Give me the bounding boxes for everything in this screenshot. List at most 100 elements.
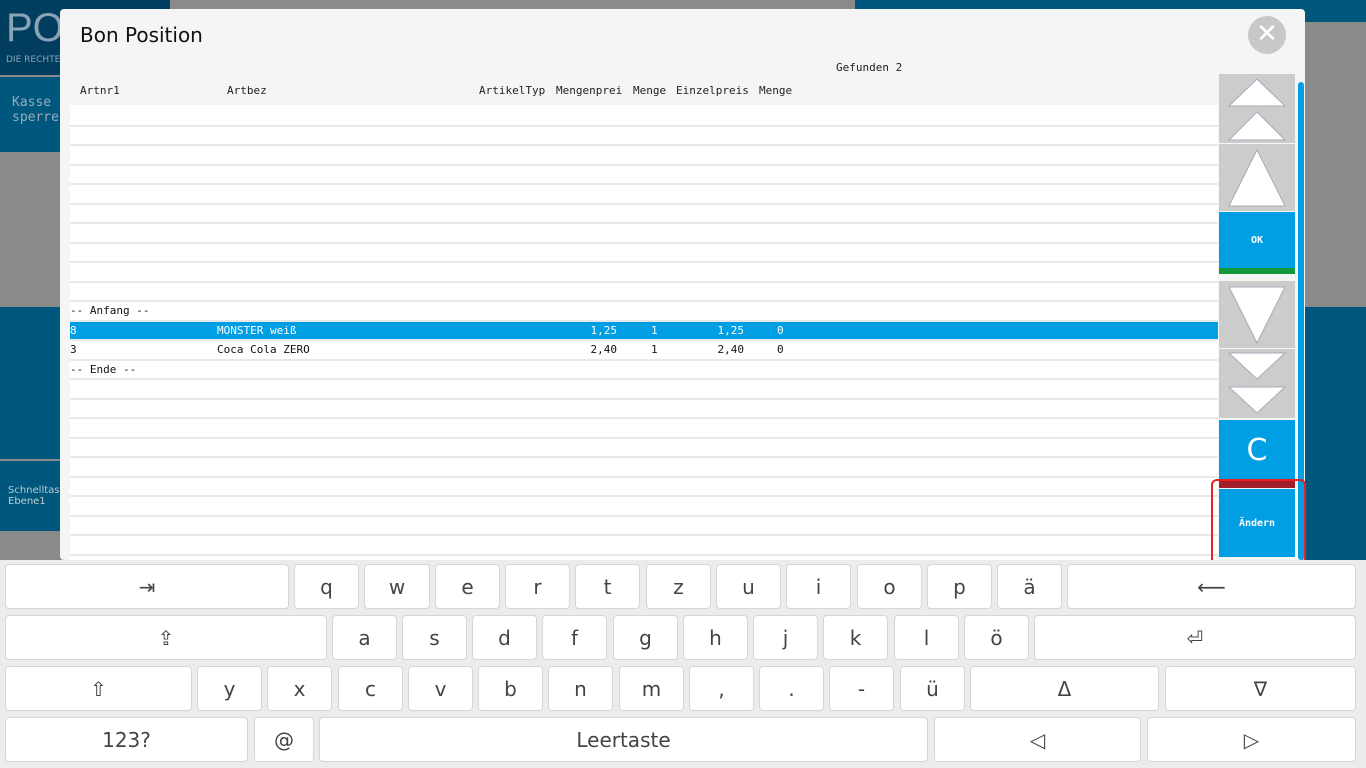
empty-row[interactable] bbox=[70, 400, 1218, 419]
key-ä[interactable]: ä bbox=[997, 564, 1062, 609]
clear-label: C bbox=[1246, 433, 1268, 468]
key-a[interactable]: a bbox=[332, 615, 397, 660]
empty-row[interactable] bbox=[70, 127, 1218, 146]
empty-row[interactable] bbox=[70, 205, 1218, 224]
scrollbar[interactable] bbox=[1298, 82, 1304, 560]
key-symbols[interactable]: 123? bbox=[5, 717, 248, 762]
end-marker-row[interactable]: -- Ende -- bbox=[70, 361, 1218, 380]
page-up-button[interactable] bbox=[1219, 74, 1295, 143]
key-ö[interactable]: ö bbox=[964, 615, 1029, 660]
cell-artbez: Coca Cola ZERO bbox=[217, 343, 310, 356]
close-icon[interactable]: ✕ bbox=[1248, 16, 1286, 54]
key-d[interactable]: d bbox=[472, 615, 537, 660]
ok-button[interactable]: OK bbox=[1219, 212, 1295, 274]
cell-einzelpreis: 2,40 bbox=[717, 343, 745, 356]
cell-menge: 1 bbox=[651, 343, 658, 356]
key-n[interactable]: n bbox=[548, 666, 613, 711]
key-c[interactable]: c bbox=[338, 666, 403, 711]
start-marker-row[interactable]: -- Anfang -- bbox=[70, 302, 1218, 322]
empty-row[interactable] bbox=[70, 419, 1218, 439]
key-enter[interactable]: ⏎ bbox=[1034, 615, 1356, 660]
key-space[interactable]: Leertaste bbox=[319, 717, 928, 762]
key-k[interactable]: k bbox=[823, 615, 888, 660]
empty-row[interactable] bbox=[70, 536, 1218, 556]
key-y[interactable]: y bbox=[197, 666, 262, 711]
key-w[interactable]: w bbox=[364, 564, 430, 609]
key-m[interactable]: m bbox=[619, 666, 684, 711]
change-label: Ändern bbox=[1238, 517, 1276, 529]
cell-artnr: 8 bbox=[70, 323, 77, 337]
table-row[interactable]: 8 MONSTER weiß 1,25 1 1,25 0 bbox=[70, 321, 1218, 341]
ok-label: OK bbox=[1250, 234, 1264, 246]
key-s[interactable]: s bbox=[402, 615, 467, 660]
key-v[interactable]: v bbox=[408, 666, 473, 711]
empty-row[interactable] bbox=[70, 166, 1218, 185]
cell-einzelpreis: 1,25 bbox=[717, 323, 745, 337]
background-right-panel bbox=[1305, 307, 1366, 560]
cell-menge2: 0 bbox=[777, 323, 784, 337]
key-z[interactable]: z bbox=[646, 564, 711, 609]
col-artbez: Artbez bbox=[227, 84, 267, 97]
empty-row[interactable] bbox=[70, 497, 1218, 517]
key-h[interactable]: h bbox=[683, 615, 748, 660]
key-minus[interactable]: - bbox=[829, 666, 894, 711]
up-icon bbox=[1228, 148, 1286, 206]
key-i[interactable]: i bbox=[786, 564, 851, 609]
bon-position-dialog: Bon Position ✕ Gefunden 2 Artnr1 Artbez … bbox=[60, 9, 1305, 560]
tagline: DIE RECHTE bbox=[6, 55, 61, 65]
key-t[interactable]: t bbox=[575, 564, 640, 609]
background-panel bbox=[0, 307, 60, 459]
up-button[interactable] bbox=[1219, 144, 1295, 211]
empty-row[interactable] bbox=[70, 478, 1218, 497]
key-p[interactable]: p bbox=[927, 564, 992, 609]
empty-row[interactable] bbox=[70, 439, 1218, 458]
key-r[interactable]: r bbox=[505, 564, 570, 609]
col-artnr: Artnr1 bbox=[80, 84, 120, 97]
cell-mengenpreis: 1,25 bbox=[590, 323, 618, 337]
double-down-icon bbox=[1227, 352, 1287, 414]
key-left[interactable]: ◁ bbox=[934, 717, 1141, 762]
empty-row[interactable] bbox=[70, 146, 1218, 166]
empty-row[interactable] bbox=[70, 244, 1218, 263]
key-tab[interactable]: ⇥ bbox=[5, 564, 289, 609]
empty-row[interactable] bbox=[70, 107, 1218, 127]
key-at[interactable]: @ bbox=[254, 717, 314, 762]
key-l[interactable]: l bbox=[894, 615, 959, 660]
key-u[interactable]: u bbox=[716, 564, 781, 609]
key-b[interactable]: b bbox=[478, 666, 543, 711]
key-ü[interactable]: ü bbox=[900, 666, 965, 711]
key-shift[interactable]: ⇧ bbox=[5, 666, 192, 711]
key-up[interactable]: Δ bbox=[970, 666, 1159, 711]
key-caps-lock[interactable]: ⇪ bbox=[5, 615, 327, 660]
cell-artbez: MONSTER weiß bbox=[217, 323, 297, 337]
key-backspace[interactable]: ⟵ bbox=[1067, 564, 1356, 609]
page-down-button[interactable] bbox=[1219, 349, 1295, 418]
down-button[interactable] bbox=[1219, 281, 1295, 348]
key-j[interactable]: j bbox=[753, 615, 818, 660]
key-e[interactable]: e bbox=[435, 564, 500, 609]
key-x[interactable]: x bbox=[267, 666, 332, 711]
table-row[interactable]: 3 Coca Cola ZERO 2,40 1 2,40 0 bbox=[70, 341, 1218, 361]
key-g[interactable]: g bbox=[613, 615, 678, 660]
clear-button[interactable]: C bbox=[1219, 420, 1295, 488]
empty-row[interactable] bbox=[70, 263, 1218, 283]
change-button[interactable]: Ändern bbox=[1219, 489, 1295, 557]
key-q[interactable]: q bbox=[294, 564, 359, 609]
lock-register-button[interactable]: Kasse sperren bbox=[0, 77, 70, 152]
col-mengenpreis: Mengenprei bbox=[556, 84, 623, 97]
empty-row[interactable] bbox=[70, 224, 1218, 244]
empty-row[interactable] bbox=[70, 185, 1218, 205]
key-period[interactable]: . bbox=[759, 666, 824, 711]
empty-row[interactable] bbox=[70, 458, 1218, 478]
col-einzelpreis: Einzelpreis bbox=[676, 84, 749, 97]
dialog-title: Bon Position bbox=[80, 23, 203, 47]
key-right[interactable]: ▷ bbox=[1147, 717, 1356, 762]
key-o[interactable]: o bbox=[857, 564, 922, 609]
empty-row[interactable] bbox=[70, 283, 1218, 302]
empty-row[interactable] bbox=[70, 380, 1218, 400]
key-comma[interactable]: , bbox=[689, 666, 754, 711]
key-f[interactable]: f bbox=[542, 615, 607, 660]
quick-keys-label: Schnelltasten Ebene1 bbox=[0, 461, 76, 531]
key-down[interactable]: ∇ bbox=[1165, 666, 1356, 711]
empty-row[interactable] bbox=[70, 517, 1218, 536]
